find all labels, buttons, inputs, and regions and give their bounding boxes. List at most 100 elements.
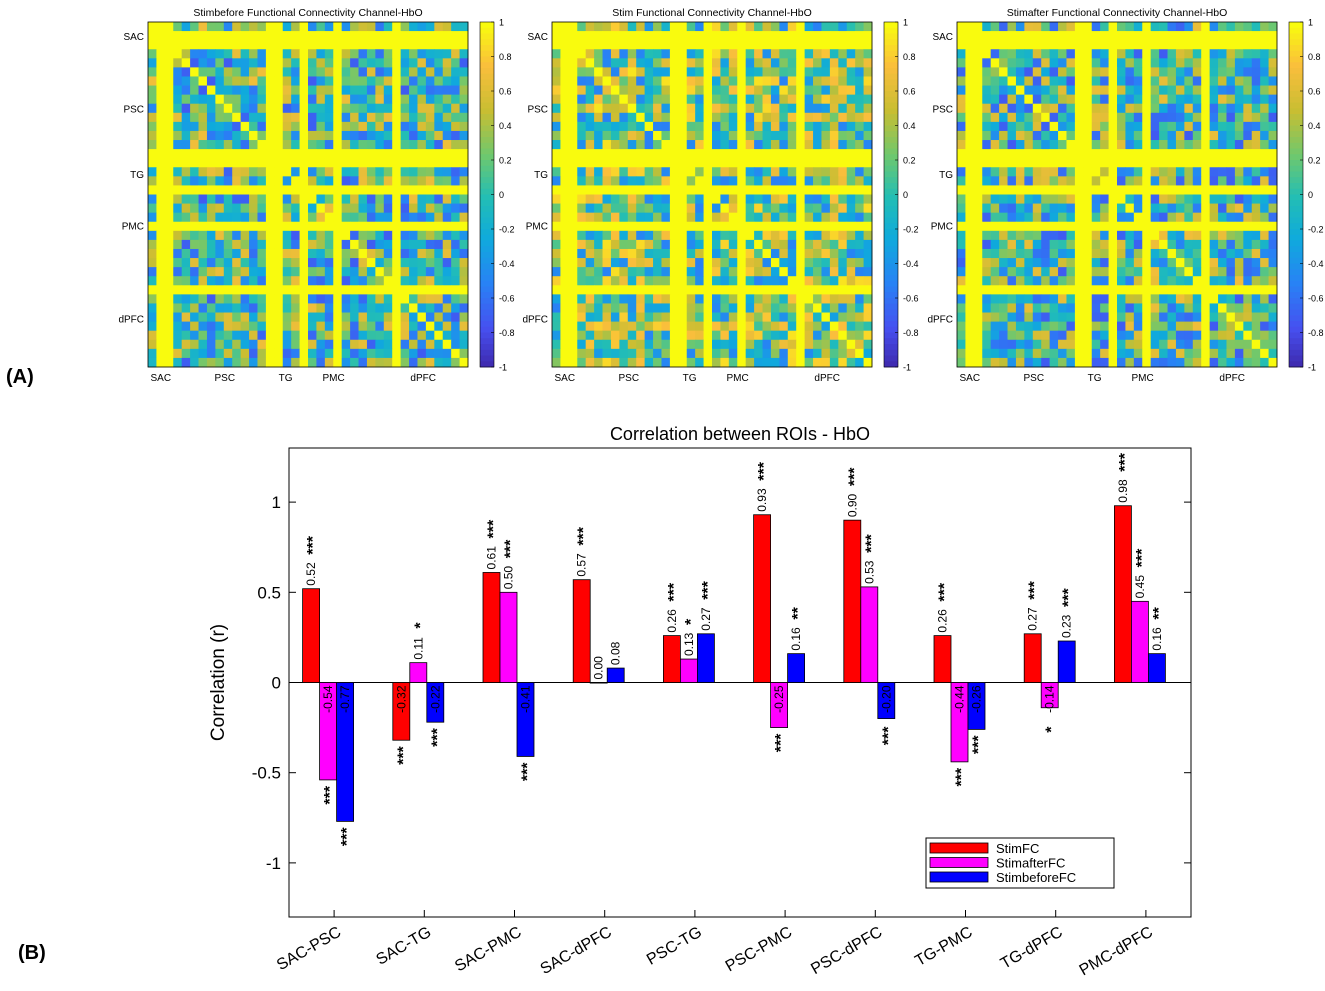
heatmap-cell <box>232 221 242 232</box>
heatmap-cell <box>274 312 284 323</box>
heatmap-cell <box>1184 85 1194 96</box>
heatmap-cell <box>636 94 646 105</box>
heatmap-cell <box>1015 176 1025 186</box>
heatmap-cell <box>156 267 166 277</box>
heatmap-cell <box>982 40 992 50</box>
data-label: 0.53 <box>862 560 876 584</box>
heatmap-cell <box>1150 239 1160 250</box>
heatmap-col-label: PMC <box>322 373 344 384</box>
heatmap-cell <box>181 176 191 186</box>
heatmap-cell <box>1066 130 1076 141</box>
heatmap-cell <box>1201 121 1211 132</box>
colorbar-segment <box>1289 119 1303 126</box>
heatmap-cell <box>728 294 738 304</box>
heatmap-cell <box>282 339 292 350</box>
heatmap-cell <box>198 221 208 232</box>
heatmap-cell <box>265 221 275 232</box>
heatmap-cell <box>1091 258 1101 268</box>
heatmap-cell <box>358 149 368 159</box>
heatmap-cell <box>602 285 612 295</box>
heatmap-cell <box>703 49 713 59</box>
heatmap-cell <box>257 330 267 341</box>
heatmap-cell <box>829 67 839 77</box>
heatmap-cell <box>770 158 780 168</box>
heatmap-cell <box>1142 130 1152 141</box>
heatmap-cell <box>1260 167 1269 177</box>
heatmap-cell <box>164 149 174 159</box>
heatmap-cell <box>425 239 435 250</box>
heatmap-cell <box>316 330 326 341</box>
heatmap-cell <box>1251 185 1261 195</box>
heatmap-cell <box>703 248 713 259</box>
heatmap-cell <box>762 230 772 241</box>
heatmap-cell <box>1108 49 1118 59</box>
heatmap-cell <box>1083 348 1093 359</box>
heatmap-cell <box>223 85 233 96</box>
bar-StimFC <box>1114 505 1132 683</box>
heatmap-cell <box>577 140 587 150</box>
colorbar-segment <box>480 85 494 92</box>
heatmap-cell <box>148 67 157 77</box>
heatmap-cell <box>863 76 873 86</box>
heatmap-cell <box>804 357 814 368</box>
heatmap-cell <box>434 167 444 177</box>
colorbar-segment <box>480 321 494 328</box>
bar-StimbeforeFC <box>967 682 986 730</box>
heatmap-cell <box>442 221 452 232</box>
heatmap-cell <box>754 149 763 159</box>
heatmap-cell <box>148 239 157 250</box>
colorbar-segment <box>1289 194 1303 201</box>
heatmap-cell <box>324 303 334 313</box>
heatmap-cell <box>442 285 452 295</box>
heatmap-cell <box>333 212 343 223</box>
heatmap-cell <box>594 31 603 41</box>
heatmap-cell <box>1100 85 1109 96</box>
heatmap-cell <box>770 258 780 268</box>
heatmap-cell <box>602 267 612 277</box>
heatmap-cell <box>291 22 300 32</box>
heatmap-cell <box>838 40 848 50</box>
heatmap-cell <box>577 49 587 59</box>
heatmap-cell <box>838 248 848 259</box>
heatmap-cell <box>1100 103 1109 114</box>
heatmap-cell <box>451 94 460 105</box>
heatmap-cell <box>1184 330 1194 341</box>
heatmap-cell <box>720 85 730 96</box>
heatmap-cell <box>400 321 410 332</box>
heatmap-cell <box>1159 67 1168 77</box>
heatmap-cell <box>585 94 595 105</box>
heatmap-cell <box>821 339 831 350</box>
heatmap-cell <box>299 330 309 341</box>
heatmap-cell <box>1201 76 1211 86</box>
heatmap-cell <box>206 31 216 41</box>
heatmap-cell <box>148 94 157 105</box>
heatmap-cell <box>610 248 620 259</box>
heatmap-cell <box>585 31 595 41</box>
heatmap-cell <box>627 248 637 259</box>
bar-StimafterFC <box>589 682 608 684</box>
heatmap-cell <box>1175 267 1185 277</box>
heatmap-cell <box>796 221 806 232</box>
heatmap-cell <box>240 130 250 141</box>
heatmap-cell <box>863 31 873 41</box>
heatmap-cell <box>577 22 587 32</box>
heatmap-cell <box>855 212 864 223</box>
heatmap-cell <box>232 303 242 313</box>
heatmap-cell <box>324 330 334 341</box>
heatmap-cell <box>181 67 191 77</box>
heatmap-cell <box>434 330 444 341</box>
heatmap-cell <box>240 176 250 186</box>
heatmap-cell <box>770 140 780 150</box>
heatmap-cell <box>720 285 730 295</box>
heatmap-cell <box>232 103 242 114</box>
heatmap-cell <box>813 22 822 32</box>
heatmap-cell <box>1083 221 1093 232</box>
heatmap-cell <box>223 230 233 241</box>
heatmap-cell <box>400 267 410 277</box>
heatmap-cell <box>669 248 679 259</box>
heatmap-cell <box>863 158 873 168</box>
heatmap-cell <box>257 31 267 41</box>
heatmap-cell <box>1184 112 1194 123</box>
heatmap-cell <box>619 294 629 304</box>
heatmap-cell <box>1083 330 1093 341</box>
